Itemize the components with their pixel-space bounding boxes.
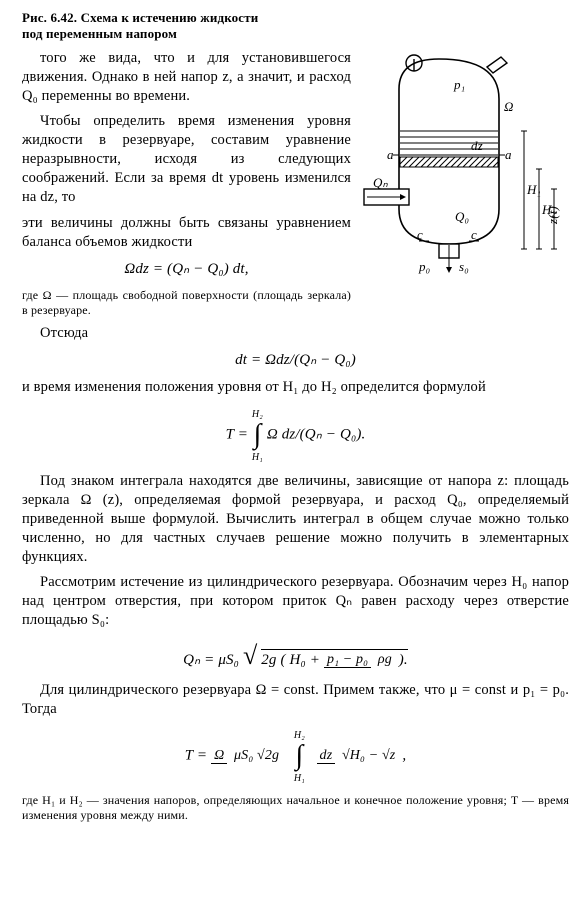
formula-2: dt = Ωdz/(Qₙ − Q₀) — [22, 351, 569, 371]
figure-caption-line1: Рис. 6.42. Схема к истечению жидкости — [22, 10, 258, 25]
svg-text:z(t): z(t) — [545, 206, 560, 225]
figure-caption: Рис. 6.42. Схема к истечению жидкости по… — [22, 10, 322, 43]
svg-text:c: c — [417, 227, 423, 242]
para-6: Рассмотрим истечение из цилиндрического … — [22, 573, 569, 630]
formula-5: T = Ω μS₀ √2g H₂ ∫ H₁ dz √H₀ − √z , — [22, 727, 569, 785]
page-wrap: Рис. 6.42. Схема к истечению жидкости по… — [22, 10, 569, 823]
note-1: где Ω — площадь свободной поверхности (п… — [22, 288, 569, 318]
figure-diagram: p₁ Ω a a dz Qₙ Q₀ c c p₀ s₀ H₁ H₂ z(t) — [359, 49, 569, 285]
para-3: Отсюда — [22, 324, 569, 343]
svg-text:H₁: H₁ — [526, 182, 541, 197]
para-7: Для цилиндрического резервуара Ω = const… — [22, 681, 569, 719]
para-4: и время изменения положения уровня от H₁… — [22, 378, 569, 397]
svg-text:Q₀: Q₀ — [455, 209, 469, 224]
svg-text:dz: dz — [471, 138, 483, 153]
para-5: Под знаком интеграла находятся две велич… — [22, 472, 569, 568]
svg-text:p₀: p₀ — [418, 259, 430, 274]
svg-text:c: c — [471, 227, 477, 242]
svg-text:a: a — [505, 147, 512, 162]
formula-4: Qₙ = μS₀ √ 2g ( H₀ + p₁ − p₀ ρg ). — [22, 639, 569, 673]
formula-3: T = H₂ ∫ H₁ Ω dz/(Qₙ − Q₀). — [22, 406, 569, 464]
note-2: где H₁ и H₂ — значения напоров, определя… — [22, 793, 569, 823]
svg-text:p₁: p₁ — [453, 77, 465, 92]
svg-text:a: a — [387, 147, 394, 162]
svg-text:s₀: s₀ — [459, 259, 469, 274]
figure-caption-line2: под переменным напором — [22, 26, 177, 41]
svg-text:Qₙ: Qₙ — [373, 175, 389, 190]
svg-text:Ω: Ω — [504, 99, 514, 114]
